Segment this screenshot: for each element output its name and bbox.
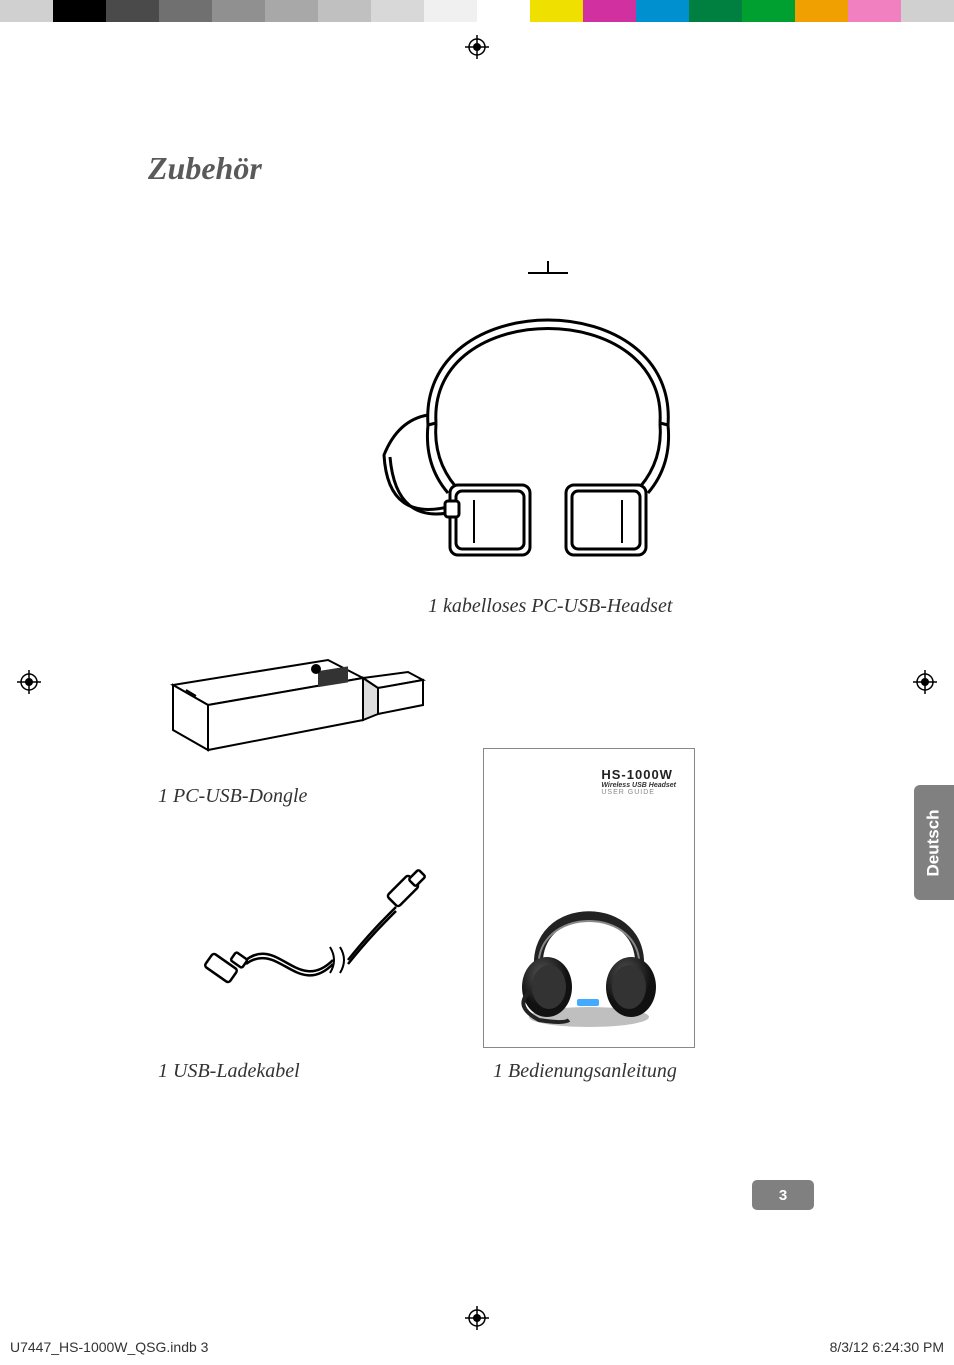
language-tab-text: Deutsch xyxy=(924,809,944,876)
color-swatch xyxy=(212,0,265,22)
guide-cover-image xyxy=(509,872,669,1032)
color-swatch xyxy=(318,0,371,22)
registration-mark-icon xyxy=(913,670,937,694)
guide-cover-tag: USER GUIDE xyxy=(601,789,676,796)
headset-illustration xyxy=(378,205,718,575)
guide-illustration: HS-1000W Wireless USB Headset USER GUIDE xyxy=(483,748,695,1048)
color-swatch xyxy=(795,0,848,22)
color-swatch xyxy=(53,0,106,22)
guide-cover-subtitle: Wireless USB Headset xyxy=(601,782,676,789)
color-swatch xyxy=(848,0,901,22)
color-swatch xyxy=(742,0,795,22)
color-swatch xyxy=(636,0,689,22)
registration-mark-icon xyxy=(17,670,41,694)
color-swatch xyxy=(689,0,742,22)
registration-mark-icon xyxy=(465,35,489,59)
printer-color-bar xyxy=(0,0,954,22)
color-swatch xyxy=(371,0,424,22)
guide-cover-model: HS-1000W xyxy=(601,767,676,782)
color-swatch xyxy=(477,0,530,22)
print-footer: U7447_HS-1000W_QSG.indb 3 8/3/12 6:24:30… xyxy=(10,1339,944,1355)
color-swatch xyxy=(265,0,318,22)
color-swatch xyxy=(424,0,477,22)
color-swatch xyxy=(583,0,636,22)
headset-label: 1 kabelloses PC-USB-Headset xyxy=(428,595,672,618)
color-swatch xyxy=(0,0,53,22)
language-tab: Deutsch xyxy=(914,785,954,900)
cable-illustration xyxy=(178,865,438,1025)
page-title: Zubehör xyxy=(148,150,808,187)
color-swatch xyxy=(106,0,159,22)
page-content: Zubehör xyxy=(148,150,808,1200)
color-swatch xyxy=(159,0,212,22)
dongle-illustration xyxy=(148,650,438,775)
footer-timestamp: 8/3/12 6:24:30 PM xyxy=(830,1339,944,1355)
page-number: 3 xyxy=(752,1180,814,1210)
dongle-label: 1 PC-USB-Dongle xyxy=(158,785,307,808)
guide-cover-title: HS-1000W Wireless USB Headset USER GUIDE xyxy=(601,767,676,796)
cable-label: 1 USB-Ladekabel xyxy=(158,1060,300,1083)
footer-filename: U7447_HS-1000W_QSG.indb 3 xyxy=(10,1339,208,1355)
color-swatch xyxy=(530,0,583,22)
registration-mark-icon xyxy=(465,1306,489,1330)
guide-label: 1 Bedienungsanleitung xyxy=(493,1060,677,1083)
color-swatch xyxy=(901,0,954,22)
